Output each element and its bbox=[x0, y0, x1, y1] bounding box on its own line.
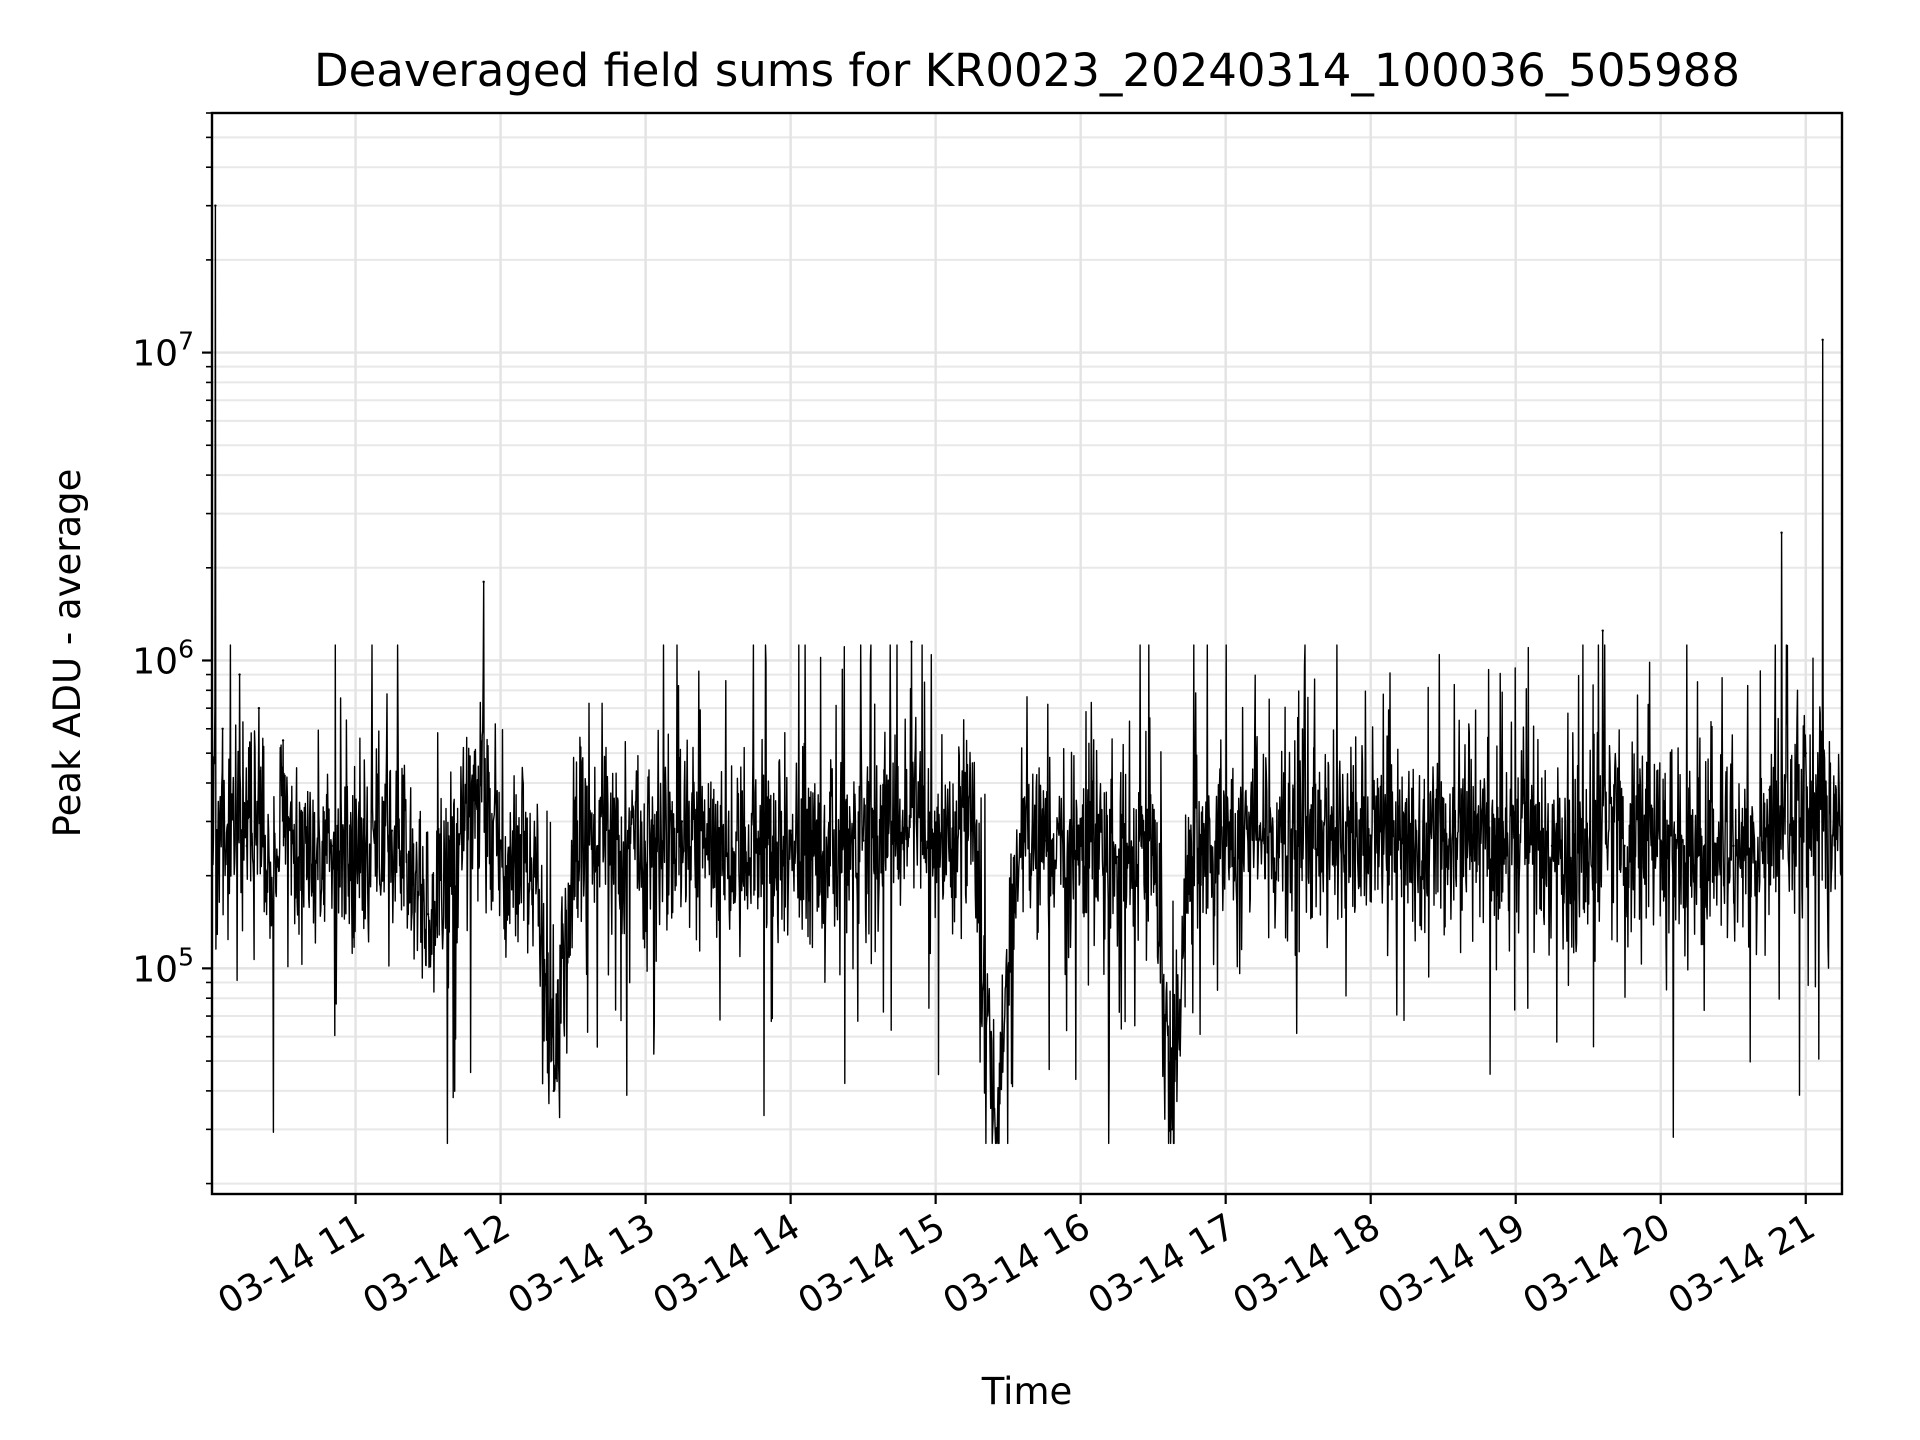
data-point bbox=[898, 820, 901, 823]
data-point bbox=[330, 844, 333, 848]
data-point bbox=[934, 844, 937, 848]
x-tick-label: 03-14 21 bbox=[1662, 1206, 1823, 1322]
x-tick-label: 03-14 13 bbox=[501, 1206, 662, 1322]
data-point bbox=[910, 640, 913, 643]
data-point bbox=[1756, 874, 1759, 877]
y-tick-label: 106 bbox=[132, 634, 194, 682]
x-tick-label: 03-14 11 bbox=[211, 1206, 372, 1322]
data-point bbox=[238, 673, 241, 676]
data-point bbox=[753, 839, 756, 842]
data-point bbox=[245, 844, 249, 848]
data-point bbox=[1623, 844, 1626, 848]
data-point bbox=[1333, 829, 1336, 832]
data-point bbox=[221, 727, 224, 730]
data-point bbox=[1115, 855, 1119, 859]
data-point bbox=[825, 850, 829, 853]
data-point bbox=[1369, 834, 1372, 837]
x-tick-label: 03-14 17 bbox=[1082, 1206, 1243, 1322]
chart-title: Deaveraged field sums for KR0023_2024031… bbox=[314, 44, 1740, 97]
data-point bbox=[281, 739, 285, 742]
data-point bbox=[1260, 839, 1264, 842]
y-tick-label: 105 bbox=[132, 942, 194, 990]
data-point bbox=[571, 844, 575, 848]
data-point bbox=[535, 874, 539, 877]
data-point bbox=[1442, 839, 1445, 842]
data-point bbox=[608, 829, 611, 832]
data-point bbox=[1171, 1128, 1174, 1131]
data-point bbox=[1768, 788, 1771, 792]
data-point bbox=[354, 861, 357, 865]
data-point bbox=[1079, 844, 1082, 848]
data-point bbox=[1514, 834, 1517, 837]
data-point bbox=[390, 829, 394, 832]
data-point bbox=[1732, 844, 1735, 848]
data-point bbox=[1550, 844, 1554, 848]
x-tick-label: 03-14 14 bbox=[646, 1206, 807, 1322]
data-point bbox=[1188, 829, 1191, 832]
data-point bbox=[1821, 338, 1824, 342]
data-point bbox=[1695, 855, 1699, 859]
data-point bbox=[680, 820, 684, 823]
data-point bbox=[552, 1089, 555, 1093]
data-point bbox=[1587, 861, 1590, 865]
data-point bbox=[644, 861, 647, 865]
data-point bbox=[1601, 629, 1604, 632]
data-point bbox=[463, 820, 466, 823]
y-axis-label: Peak ADU - average bbox=[46, 469, 89, 838]
data-point bbox=[861, 839, 865, 842]
data-point bbox=[1780, 531, 1783, 534]
data-point bbox=[1019, 844, 1022, 848]
data-point bbox=[228, 829, 232, 832]
data-point bbox=[716, 855, 720, 859]
x-tick-label: 03-14 20 bbox=[1517, 1206, 1678, 1322]
data-point bbox=[994, 1137, 998, 1140]
data-point bbox=[1405, 850, 1409, 853]
plot-frame bbox=[210, 111, 1844, 1196]
data-point bbox=[482, 580, 485, 584]
data-point bbox=[1478, 844, 1481, 848]
data-point bbox=[216, 844, 220, 848]
data-point bbox=[970, 829, 974, 832]
data-point bbox=[1151, 834, 1155, 837]
tick-layer bbox=[202, 112, 1807, 1204]
data-point bbox=[306, 874, 309, 877]
x-tick-label: 03-14 18 bbox=[1227, 1206, 1388, 1322]
data-point bbox=[257, 706, 261, 710]
y-tick-label: 107 bbox=[132, 327, 194, 375]
data-point bbox=[789, 829, 792, 832]
x-tick-label: 03-14 15 bbox=[791, 1206, 952, 1322]
data-point bbox=[269, 888, 273, 891]
data-point bbox=[1043, 839, 1046, 842]
data-point bbox=[499, 839, 502, 842]
data-point bbox=[1296, 844, 1300, 848]
data-point bbox=[1224, 834, 1227, 837]
grid-layer bbox=[212, 112, 1842, 1194]
x-tick-label: 03-14 16 bbox=[936, 1206, 1097, 1322]
x-tick-label: 03-14 19 bbox=[1372, 1206, 1533, 1322]
x-axis-label: Time bbox=[981, 1370, 1073, 1413]
data-point bbox=[1659, 839, 1662, 842]
x-tick-label: 03-14 12 bbox=[356, 1206, 517, 1322]
data-point bbox=[426, 912, 430, 916]
data-point bbox=[214, 204, 217, 207]
data-point bbox=[1804, 751, 1807, 755]
